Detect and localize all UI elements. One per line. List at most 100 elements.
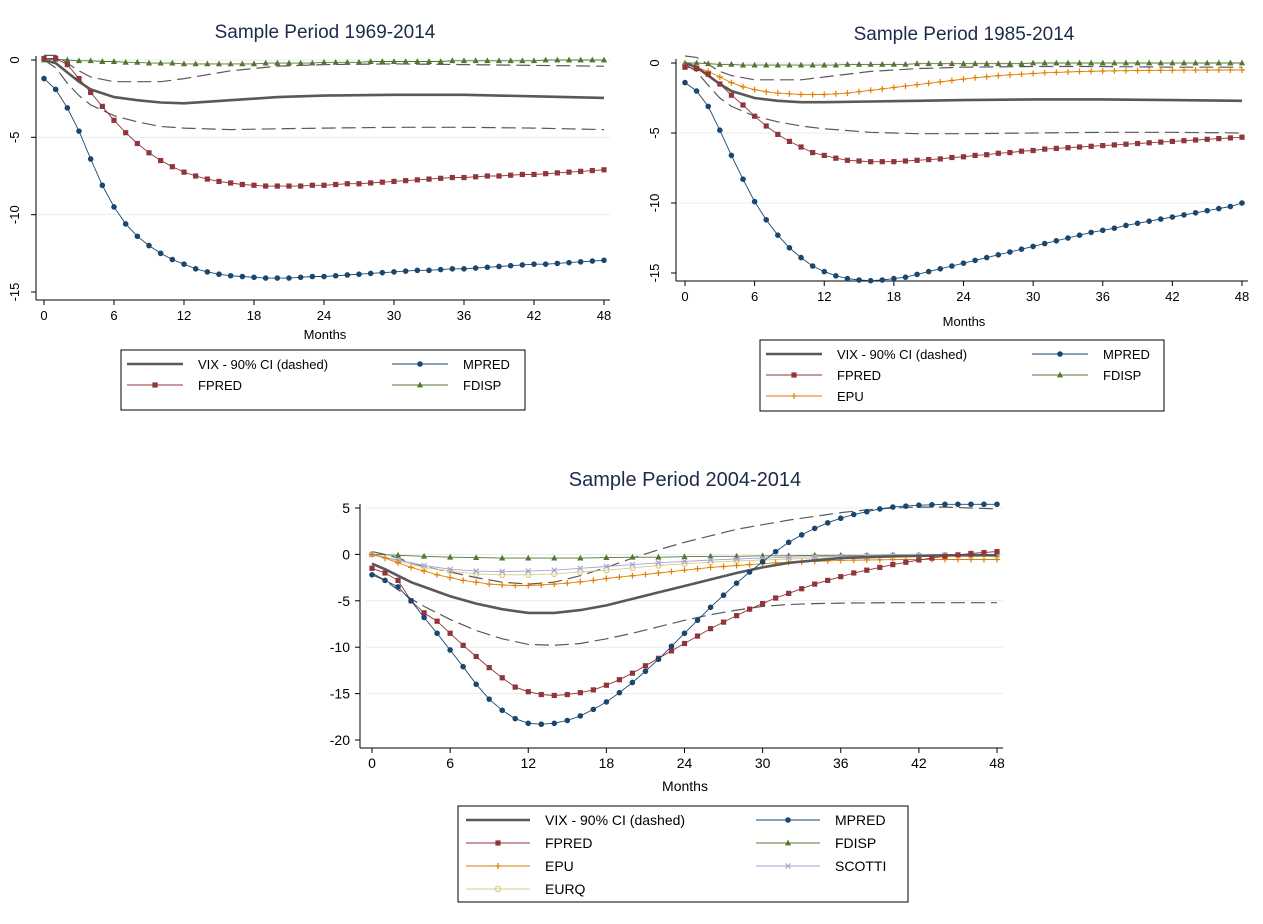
- data-point-fdisp: [414, 58, 421, 64]
- legend-marker: [495, 863, 501, 869]
- data-point-eurq: [551, 570, 558, 578]
- data-point-epu: [774, 90, 781, 97]
- data-point-fdisp: [867, 61, 874, 67]
- data-point-fpred: [705, 71, 711, 77]
- data-point-scotti: [525, 568, 532, 575]
- data-point-mpred: [41, 75, 47, 82]
- legend-item-fdisp: FDISP: [756, 835, 876, 851]
- data-point-fpred: [251, 182, 257, 188]
- data-point-mpred: [740, 176, 746, 182]
- data-point-epu: [655, 569, 662, 576]
- data-point-mpred: [877, 506, 883, 512]
- data-point-mpred: [519, 262, 526, 268]
- data-point-mpred: [1134, 220, 1141, 227]
- data-point-mpred: [972, 257, 978, 264]
- data-point-mpred: [499, 707, 506, 714]
- data-point-mpred: [309, 273, 316, 280]
- data-point-epu: [694, 565, 701, 572]
- data-point-fdisp: [344, 58, 351, 65]
- data-point-mpred: [274, 275, 281, 281]
- data-point-mpred: [1030, 243, 1036, 250]
- data-point-epu: [1088, 68, 1095, 75]
- data-point-scotti: [629, 561, 636, 568]
- legend-marker: [494, 885, 502, 893]
- data-point-fdisp: [763, 61, 770, 68]
- series-vix: [43, 58, 605, 105]
- data-point-fpred: [1030, 147, 1036, 154]
- data-point-fpred: [1123, 141, 1129, 147]
- data-point-fdisp: [1215, 59, 1222, 66]
- data-point-fpred: [760, 600, 766, 607]
- legend: VIX - 90% CI (dashed) MPRED FPRED FDISP EPU: [759, 339, 1165, 412]
- data-point-mpred: [461, 266, 467, 272]
- data-point-mpred: [720, 592, 727, 599]
- data-point-mpred: [554, 260, 561, 267]
- data-point-fpred: [812, 581, 818, 587]
- data-point-fpred: [76, 75, 82, 82]
- x-tick-label: 36: [1096, 289, 1110, 304]
- legend-item-epu: EPU: [766, 389, 864, 404]
- legend-marker: [152, 382, 158, 388]
- data-point-fpred: [447, 630, 453, 636]
- data-point-mpred: [1123, 222, 1129, 229]
- data-point-mpred: [421, 614, 427, 621]
- data-point-fdisp: [449, 57, 456, 64]
- data-point-epu: [733, 562, 740, 569]
- data-point-mpred: [262, 275, 269, 281]
- data-point-mpred: [382, 577, 388, 584]
- data-point-fpred: [508, 172, 514, 178]
- data-point-fpred: [799, 586, 805, 592]
- data-point-fpred: [668, 648, 675, 654]
- legend-marker: [791, 393, 797, 399]
- legend-item-fpred: FPRED: [127, 378, 242, 393]
- series-line-vix: [43, 58, 605, 105]
- data-point-fdisp: [751, 61, 758, 68]
- legend-label: MPRED: [835, 812, 886, 828]
- data-point-eurq: [577, 568, 584, 576]
- data-point-fpred: [531, 171, 537, 178]
- x-tick-label: 30: [387, 308, 401, 323]
- data-point-fpred: [496, 173, 502, 179]
- data-point-fpred: [682, 64, 688, 70]
- data-point-scotti: [473, 568, 480, 575]
- data-point-mpred: [824, 520, 831, 526]
- data-point-mpred: [891, 275, 897, 282]
- data-point-mpred: [763, 217, 770, 223]
- data-point-mpred: [473, 681, 479, 688]
- data-point-epu: [728, 79, 735, 86]
- x-tick-label: 0: [368, 755, 376, 771]
- data-point-fpred: [968, 550, 974, 557]
- data-point-fdisp: [460, 57, 468, 64]
- data-point-fpred: [763, 123, 769, 129]
- data-point-mpred: [1181, 212, 1187, 218]
- data-point-fpred: [309, 182, 315, 188]
- data-point-fpred: [484, 173, 490, 179]
- data-point-mpred: [775, 232, 781, 238]
- legend-label: FPRED: [545, 835, 592, 851]
- y-tick-label: -15: [330, 686, 350, 702]
- data-point-fpred: [1088, 143, 1094, 149]
- data-point-mpred: [434, 630, 440, 637]
- data-point-mpred: [216, 271, 222, 278]
- data-point-scotti: [811, 553, 818, 560]
- data-point-mpred: [590, 706, 597, 713]
- data-point-epu: [1099, 67, 1106, 74]
- data-point-mpred: [1018, 246, 1025, 252]
- data-point-mpred: [850, 511, 857, 518]
- data-point-epu: [746, 561, 753, 568]
- legend-item-vix: VIX - 90% CI (dashed): [766, 347, 967, 362]
- series-line-ci: [43, 59, 605, 131]
- data-point-mpred: [87, 156, 94, 162]
- data-point-mpred: [1065, 235, 1071, 241]
- legend-box: [759, 339, 1165, 412]
- data-point-fpred: [239, 181, 245, 188]
- data-point-mpred: [181, 261, 187, 267]
- data-point-fdisp: [390, 58, 398, 64]
- data-point-epu: [890, 84, 897, 91]
- data-point-mpred: [837, 515, 844, 522]
- data-point-fdisp: [960, 60, 967, 67]
- data-point-fpred: [486, 665, 492, 671]
- data-point-fpred: [851, 570, 857, 576]
- data-point-fpred: [1181, 138, 1187, 144]
- data-point-mpred: [356, 271, 362, 278]
